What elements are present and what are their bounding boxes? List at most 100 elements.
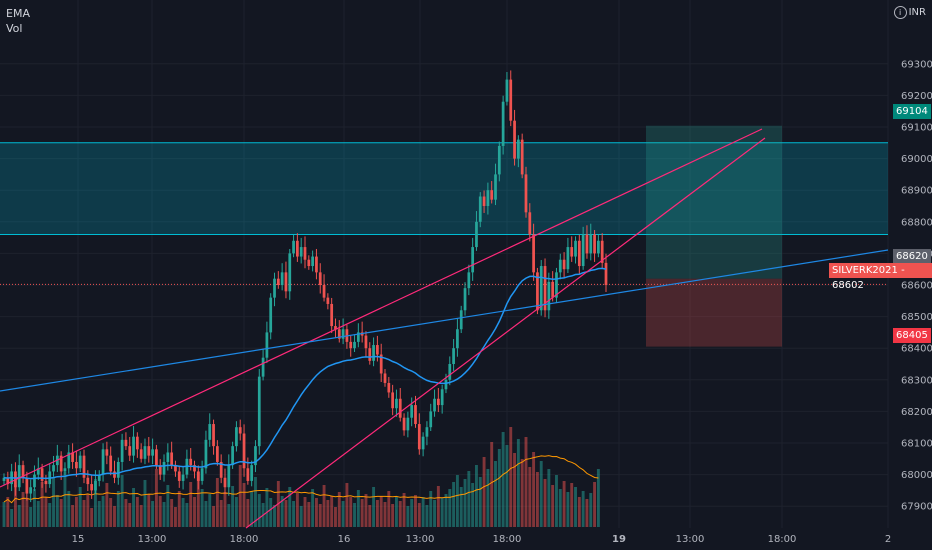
volume-bar xyxy=(555,475,558,527)
volume-bar xyxy=(265,488,269,527)
candle-body xyxy=(597,240,600,254)
candle xyxy=(151,438,154,465)
volume-bar xyxy=(379,496,383,527)
candle-body xyxy=(581,234,585,267)
ema-line xyxy=(3,267,607,480)
candle-body xyxy=(124,439,128,447)
candle xyxy=(478,192,482,228)
volume-bar xyxy=(82,500,86,527)
candle-body xyxy=(452,348,455,364)
candle-body xyxy=(143,446,147,459)
volume-bar xyxy=(196,472,200,527)
volume-bar xyxy=(353,503,356,527)
candle xyxy=(158,459,162,480)
candle-body xyxy=(395,398,398,409)
volume-bar xyxy=(181,498,185,527)
candle xyxy=(604,253,608,292)
volume-bar xyxy=(497,449,501,527)
candle-body xyxy=(383,373,387,383)
volume-bar xyxy=(170,499,174,527)
candle xyxy=(372,337,375,367)
volume-bar xyxy=(242,483,246,527)
volume-bar xyxy=(513,453,517,527)
volume-bar xyxy=(429,491,433,527)
long-trendline xyxy=(0,249,889,392)
volume-bar xyxy=(596,469,600,527)
candle xyxy=(299,237,303,264)
candle-body xyxy=(551,281,555,298)
time-tick-label: 13:00 xyxy=(406,534,435,545)
candle xyxy=(551,271,555,302)
candle-body xyxy=(509,79,513,121)
candles xyxy=(2,70,608,503)
volume-bar xyxy=(433,500,436,527)
candle-body xyxy=(376,345,379,355)
legend-vol[interactable]: Vol xyxy=(6,22,23,35)
legend-ema[interactable]: EMA xyxy=(6,7,30,20)
volume-bar xyxy=(425,505,429,527)
candle xyxy=(417,413,421,455)
loss-zone xyxy=(646,278,782,347)
volume-bar xyxy=(535,472,539,527)
candle xyxy=(71,443,74,469)
volume-bar xyxy=(436,486,440,527)
resistance-zone xyxy=(0,142,888,235)
volume-bar xyxy=(585,499,589,527)
volume-bar xyxy=(2,502,6,527)
price-tick-label: 68200 xyxy=(901,407,932,418)
candle xyxy=(21,460,25,484)
volume-bar xyxy=(574,487,577,527)
candle xyxy=(532,223,535,281)
info-icon: i xyxy=(893,6,907,19)
candle-body xyxy=(475,221,478,248)
candle xyxy=(132,425,135,463)
candle-body xyxy=(459,310,463,330)
volume-bar xyxy=(223,492,227,527)
candle xyxy=(326,293,330,310)
candle-body xyxy=(78,455,82,469)
candle xyxy=(597,234,600,258)
candle xyxy=(139,443,143,463)
volume-bar xyxy=(208,494,212,527)
volume-bar xyxy=(124,499,128,527)
candle xyxy=(135,432,139,458)
candle-body xyxy=(436,398,440,406)
candle xyxy=(555,267,558,304)
candle-body xyxy=(227,465,231,488)
candle xyxy=(97,470,101,487)
volume-bar xyxy=(234,497,238,527)
candle xyxy=(429,403,433,431)
candle-body xyxy=(25,477,29,494)
volume-bar xyxy=(280,496,284,527)
candle xyxy=(181,467,185,490)
volume-bar xyxy=(322,485,326,527)
volume-bar xyxy=(505,445,509,527)
candle xyxy=(577,234,581,275)
volume-bar xyxy=(284,500,288,527)
price-tick-label: 68900 xyxy=(901,186,932,197)
volume-bar xyxy=(288,487,292,527)
volume-bar xyxy=(444,494,448,527)
entry-price-label: 68620 xyxy=(893,249,931,264)
candle xyxy=(448,356,452,386)
volume-bar xyxy=(204,501,208,527)
candle xyxy=(212,419,215,455)
candle-body xyxy=(254,446,257,466)
volume-bar xyxy=(128,503,132,527)
candle xyxy=(311,250,314,272)
candle-body xyxy=(379,354,383,374)
candle-body xyxy=(71,452,74,462)
volume-bar xyxy=(174,507,177,527)
volume-bar xyxy=(520,459,524,527)
candle-body xyxy=(67,452,71,469)
currency-label[interactable]: i INR xyxy=(893,6,926,19)
candle xyxy=(395,389,398,417)
candle xyxy=(204,430,208,474)
candle-body xyxy=(158,465,162,475)
volume-bar xyxy=(219,500,223,527)
candle-body xyxy=(528,212,532,235)
candle xyxy=(17,454,21,492)
candle-body xyxy=(372,345,375,361)
